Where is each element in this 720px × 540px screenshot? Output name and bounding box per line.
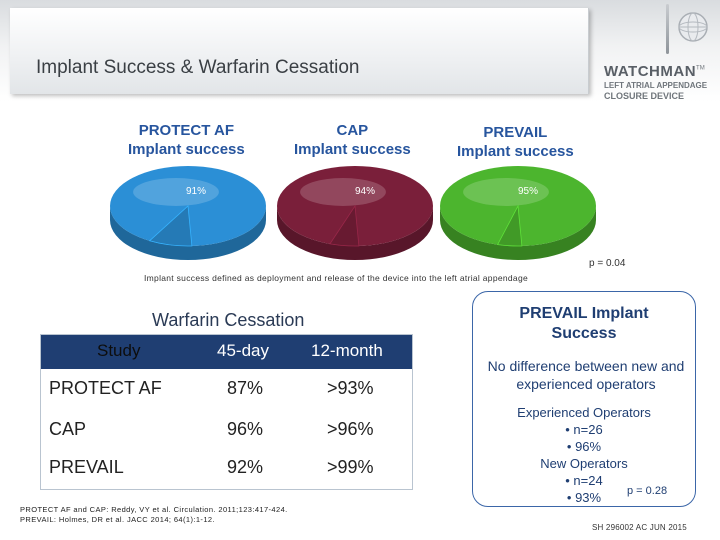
col-header-12month: 12-month — [311, 341, 383, 360]
table-row: PROTECT AF 87% >93% — [41, 369, 412, 407]
implant-definition: Implant success defined as deployment an… — [144, 273, 529, 283]
pie-highlight — [463, 178, 549, 206]
header-band — [0, 0, 720, 102]
table-row: CAP 96% >96% — [41, 411, 412, 449]
header-divider — [666, 4, 669, 54]
warfarin-table: Study 45-day 12-month PROTECT AF 87% >93… — [40, 334, 413, 490]
pie-highlight — [300, 178, 386, 206]
callout-title: PREVAIL Implant Success — [473, 304, 695, 344]
reference-line: PREVAIL: Holmes, DR et al. JACC 2014; 64… — [20, 515, 215, 524]
globe-icon — [678, 12, 708, 42]
implant-success-pies: 91% 94% 95% — [110, 166, 596, 260]
reference-line: PROTECT AF and CAP: Reddy, VY et al. Cir… — [20, 505, 288, 514]
col-header-45day: 45-day — [217, 341, 269, 360]
brand-subtitle-1: LEFT ATRIAL APPENDAGE — [604, 81, 708, 90]
cell-study: PREVAIL — [49, 457, 124, 477]
pie-prevail: 95% — [440, 166, 596, 260]
cell-12month: >96% — [327, 419, 374, 439]
pie-protect-af: 91% — [110, 166, 266, 260]
title-panel — [10, 8, 589, 94]
pie-side — [110, 206, 266, 260]
pie-label-line1: PROTECT AF — [138, 122, 234, 139]
page-title: Implant Success & Warfarin Cessation — [36, 57, 360, 78]
pie-value-label: 95% — [518, 186, 538, 197]
brand-subtitle-2: CLOSURE DEVICE — [604, 91, 685, 101]
cell-45day: 92% — [227, 457, 264, 477]
table-row: PREVAIL 92% >99% — [41, 449, 412, 487]
experienced-pct: • 96% — [566, 439, 602, 454]
cell-12month: >99% — [327, 457, 374, 477]
pie-label-prevail: PREVAIL Implant success — [457, 123, 574, 161]
callout-p-value: p = 0.28 — [627, 485, 668, 497]
warfarin-title: Warfarin Cessation — [152, 310, 305, 330]
pie-value-label: 94% — [355, 186, 375, 197]
cell-12month: >93% — [327, 378, 374, 398]
p-value-top: p = 0.04 — [589, 258, 626, 269]
pie-label-cap: CAP Implant success — [294, 121, 411, 159]
pie-slice-remainder — [148, 205, 193, 247]
pie-cap: 94% — [277, 166, 433, 260]
experienced-label: Experienced Operators — [517, 405, 651, 420]
pie-slice-remainder — [329, 204, 360, 247]
brand-tm: TM — [696, 65, 705, 72]
operator-list: Experienced Operators • n=26 • 96% New O… — [473, 404, 695, 506]
pie-side — [440, 206, 596, 260]
pie-label-line2: Implant success — [457, 143, 574, 160]
pie-label-line1: CAP — [336, 122, 369, 139]
new-n: • n=24 — [565, 473, 603, 488]
prevail-callout-box: PREVAIL Implant Success No difference be… — [472, 291, 696, 507]
callout-description: No difference between new and experience… — [487, 358, 685, 392]
references: PROTECT AF and CAP: Reddy, VY et al. Cir… — [20, 505, 288, 525]
document-code: SH 296002 AC JUN 2015 — [592, 523, 687, 532]
new-label: New Operators — [540, 456, 628, 471]
pie-highlight — [133, 178, 219, 206]
experienced-n: • n=26 — [565, 422, 603, 437]
table-header: Study 45-day 12-month — [41, 335, 412, 369]
pie-side — [277, 206, 433, 260]
pie-label-protect-af: PROTECT AF Implant success — [128, 121, 245, 159]
brand-name: WATCHMAN — [604, 63, 697, 80]
pie-label-line2: Implant success — [294, 141, 411, 158]
pie-value-label: 91% — [186, 186, 206, 197]
cell-study: CAP — [49, 419, 87, 439]
cell-study: PROTECT AF — [49, 378, 162, 398]
callout-title-line1: PREVAIL Implant — [519, 305, 649, 322]
pie-label-line2: Implant success — [128, 141, 245, 158]
pie-label-line1: PREVAIL — [483, 124, 548, 141]
pie-slice-remainder — [497, 204, 523, 247]
callout-title-line2: Success — [551, 325, 617, 342]
cell-45day: 96% — [227, 419, 264, 439]
brand-logo: WATCHMANTM LEFT ATRIAL APPENDAGE CLOSURE… — [604, 63, 707, 101]
col-header-study: Study — [97, 341, 141, 360]
cell-45day: 87% — [227, 378, 264, 398]
new-pct: • 93% — [566, 490, 602, 505]
